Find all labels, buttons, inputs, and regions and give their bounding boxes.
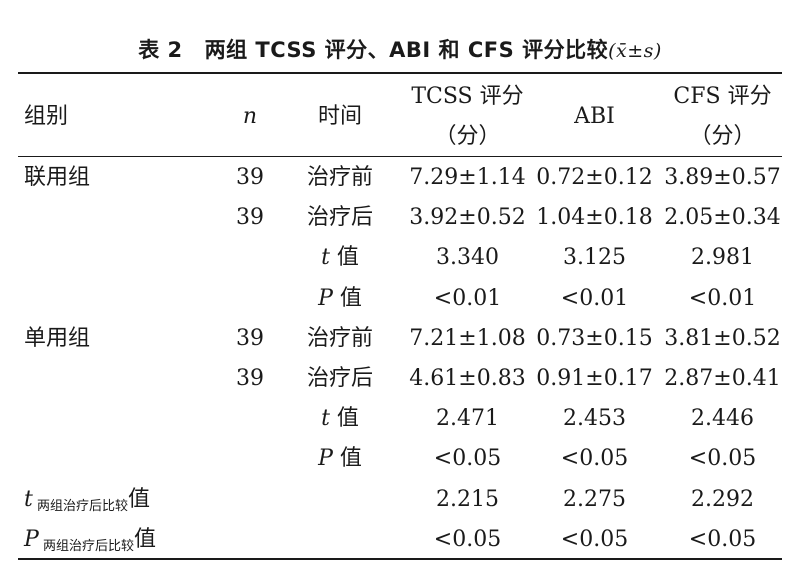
row-tcss: 3.92±0.52 xyxy=(409,205,526,230)
stat-suffix: 值 xyxy=(127,487,150,512)
row-abi: 0.72±0.12 xyxy=(536,165,653,190)
row-time: 治疗前 xyxy=(306,326,373,351)
comparison-cfs: <0.05 xyxy=(688,527,757,552)
stat-symbol: P xyxy=(24,527,39,552)
row-n: 39 xyxy=(236,366,264,391)
row-time: 治疗后 xyxy=(306,366,373,391)
row-time-stat: t 值 xyxy=(290,245,390,271)
stat-suffix: 值 xyxy=(329,406,359,431)
row-n: 39 xyxy=(236,165,264,190)
row-tcss: 4.61±0.83 xyxy=(409,366,526,391)
row-tcss: 7.29±1.14 xyxy=(409,165,526,190)
header-rule xyxy=(18,156,782,157)
stat-symbol: t xyxy=(24,487,33,512)
row-cfs: 2.981 xyxy=(691,245,754,270)
stat-suffix: 值 xyxy=(332,446,362,471)
comparison-tcss: 2.215 xyxy=(436,487,499,512)
header-group: 组别 xyxy=(24,104,69,129)
stat-subscript: 两组治疗后比较 xyxy=(32,499,128,514)
stat-symbol: P xyxy=(318,446,333,471)
row-cfs: 3.89±0.57 xyxy=(664,165,781,190)
row-group: 联用组 xyxy=(24,165,91,190)
row-time-stat: P 值 xyxy=(290,446,390,472)
row-time: 治疗前 xyxy=(306,165,373,190)
row-abi: 3.125 xyxy=(563,245,626,270)
comparison-cfs: 2.292 xyxy=(691,487,754,512)
row-time-stat: t 值 xyxy=(290,406,390,432)
row-cfs: 3.81±0.52 xyxy=(664,326,781,351)
row-cfs: 2.05±0.34 xyxy=(664,205,781,230)
table-title: 两组 TCSS 评分、ABI 和 CFS 评分比较 xyxy=(204,38,609,62)
top-rule xyxy=(18,72,782,74)
row-cfs: <0.05 xyxy=(688,446,757,471)
bottom-rule xyxy=(18,558,782,560)
row-tcss: 2.471 xyxy=(436,406,499,431)
row-tcss: 3.340 xyxy=(436,245,499,270)
header-abi: ABI xyxy=(574,104,615,129)
row-tcss: <0.01 xyxy=(433,286,502,311)
stat-symbol: P xyxy=(318,286,333,311)
stat-symbol: t xyxy=(321,406,330,431)
row-abi: 0.91±0.17 xyxy=(536,366,653,391)
row-cfs: 2.87±0.41 xyxy=(664,366,781,391)
row-group: 单用组 xyxy=(24,326,91,351)
stat-suffix: 值 xyxy=(133,527,156,552)
row-abi: 2.453 xyxy=(563,406,626,431)
row-time-stat: P 值 xyxy=(290,286,390,312)
stat-suffix: 值 xyxy=(332,286,362,311)
header-cfs-line1: CFS 评分 xyxy=(673,84,772,109)
row-abi: 0.73±0.15 xyxy=(536,326,653,351)
row-cfs: 2.446 xyxy=(691,406,754,431)
header-tcss-line2: （分） xyxy=(434,124,501,149)
header-tcss-line1: TCSS 评分 xyxy=(411,84,524,109)
header-time: 时间 xyxy=(317,104,362,129)
row-n: 39 xyxy=(236,326,264,351)
comparison-abi: 2.275 xyxy=(563,487,626,512)
header-cfs-line2: （分） xyxy=(689,124,756,149)
row-tcss: <0.05 xyxy=(433,446,502,471)
header-n: n xyxy=(242,104,258,129)
comparison-label: t 两组治疗后比较值 xyxy=(24,487,150,520)
row-abi: <0.05 xyxy=(560,446,629,471)
row-abi: 1.04±0.18 xyxy=(536,205,653,230)
row-n: 39 xyxy=(236,205,264,230)
comparison-tcss: <0.05 xyxy=(433,527,502,552)
stat-subscript: 两组治疗后比较 xyxy=(38,539,134,554)
row-abi: <0.01 xyxy=(560,286,629,311)
stat-symbol: t xyxy=(321,245,330,270)
stat-suffix: 值 xyxy=(329,245,359,270)
comparison-label: P 两组治疗后比较值 xyxy=(24,527,156,560)
row-cfs: <0.01 xyxy=(688,286,757,311)
row-tcss: 7.21±1.08 xyxy=(409,326,526,351)
table-stat-notation: (x̄±s) xyxy=(608,40,662,62)
table-number: 表 2 xyxy=(138,38,183,62)
comparison-abi: <0.05 xyxy=(560,527,629,552)
row-time: 治疗后 xyxy=(306,205,373,230)
table-caption: 表 2 两组 TCSS 评分、ABI 和 CFS 评分比较(x̄±s) xyxy=(0,34,800,64)
